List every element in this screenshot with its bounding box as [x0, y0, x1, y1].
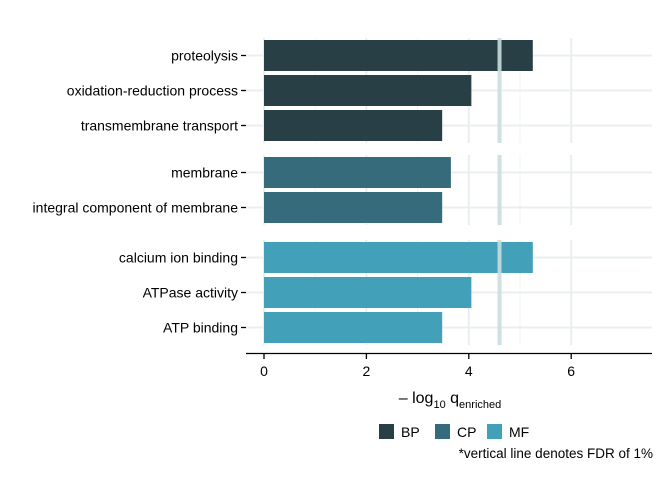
bar-bp	[264, 75, 472, 106]
panel-bp: proteolysis oxidation-reduction process tr…	[67, 38, 652, 143]
category-label: transmembrane transport	[81, 118, 238, 134]
category-label: proteolysis	[171, 48, 238, 64]
x-axis-title: – log10 qenriched	[399, 390, 502, 411]
bar-bp	[264, 40, 533, 71]
category-label: calcium ion binding	[119, 250, 238, 266]
x-tick-label: 4	[465, 363, 473, 379]
x-tick-label: 0	[260, 363, 268, 379]
bar-mf	[264, 277, 472, 308]
legend-item-cp: CP	[435, 424, 476, 440]
x-axis-title-mid: q	[446, 390, 459, 407]
category-label: ATPase activity	[143, 285, 238, 301]
x-axis-title-sub2: enriched	[459, 399, 501, 411]
category-label: oxidation-reduction process	[67, 83, 238, 99]
chart-panels: proteolysis oxidation-reduction process tr…	[33, 38, 652, 345]
category-label: ATP binding	[163, 320, 238, 336]
legend-label: BP	[401, 424, 420, 440]
bar-mf	[264, 312, 443, 343]
legend: BP CP MF	[379, 424, 529, 440]
x-axis-title-sub1: 10	[433, 399, 445, 411]
bar-cp	[264, 157, 451, 188]
panel-cp: membrane integral component of membrane	[33, 155, 652, 225]
footnote: *vertical line denotes FDR of 1%	[459, 446, 653, 461]
x-axis-title-prefix: – log	[399, 390, 434, 407]
category-label: integral component of membrane	[33, 200, 239, 216]
legend-label: CP	[457, 424, 476, 440]
legend-swatch	[379, 424, 394, 439]
x-tick-label: 6	[567, 363, 575, 379]
x-tick-labels: 0 2 4 6	[260, 354, 575, 379]
bar-bp	[264, 110, 443, 141]
bar-mf	[264, 242, 533, 273]
legend-item-bp: BP	[379, 424, 420, 440]
legend-swatch	[435, 424, 450, 439]
category-label: membrane	[171, 165, 238, 181]
legend-swatch	[487, 424, 502, 439]
x-tick-label: 2	[363, 363, 371, 379]
legend-label: MF	[509, 424, 529, 440]
bar-cp	[264, 192, 443, 223]
panel-mf: calcium ion binding ATPase activity ATP bi…	[119, 240, 652, 345]
legend-item-mf: MF	[487, 424, 529, 440]
